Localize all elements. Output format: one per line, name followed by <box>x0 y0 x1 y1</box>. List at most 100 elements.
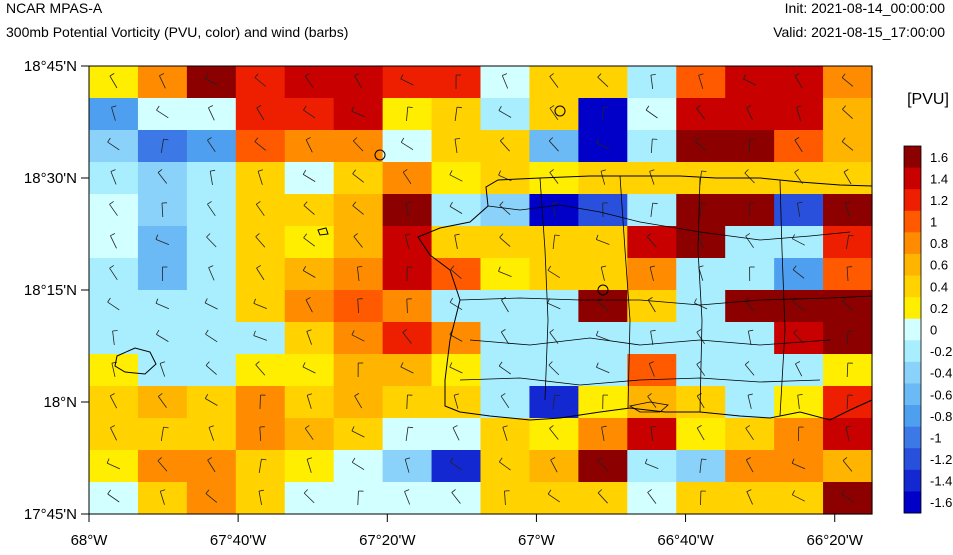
colorbar-swatch <box>904 275 921 298</box>
colorbar-swatch <box>904 426 921 449</box>
wind-barb <box>305 297 313 313</box>
wind-barb <box>253 298 267 309</box>
wind-barb <box>747 329 754 345</box>
wind-barb <box>696 425 705 441</box>
colorbar-swatch <box>904 448 921 471</box>
wind-barb <box>841 73 854 87</box>
wind-barb <box>449 170 463 182</box>
wind-barb <box>404 489 411 505</box>
wind-barb <box>351 457 365 471</box>
wind-barb <box>404 457 411 473</box>
wind-barb <box>846 330 854 346</box>
wind-barb <box>550 457 558 473</box>
wind-barb <box>449 457 463 471</box>
wind-barb <box>404 233 411 249</box>
wind-barb <box>743 74 757 86</box>
wind-barb <box>597 73 609 88</box>
wind-barb <box>845 425 851 441</box>
wind-barb <box>157 393 167 408</box>
wind-barb <box>256 265 265 281</box>
map-axes: 68°W 67°40'W 67°20'W 67°W 66°40'W 66°20'W 18°4… <box>24 58 864 549</box>
wind-barb <box>155 234 170 245</box>
wind-barb <box>303 233 316 247</box>
wind-barb <box>402 169 412 185</box>
wind-barb <box>548 137 559 152</box>
wind-barb <box>106 458 121 470</box>
wind-barb <box>841 489 854 503</box>
wind-barb <box>649 265 655 281</box>
wind-barb <box>160 138 169 153</box>
wind-barb <box>746 105 754 121</box>
lat-tick-label: 18°15'N <box>24 282 77 299</box>
wind-barb <box>793 329 804 344</box>
wind-barb <box>650 202 658 217</box>
wind-barb <box>107 137 120 151</box>
colorbar-label: 0 <box>930 323 937 338</box>
wind-barb <box>792 234 805 246</box>
wind-barb <box>351 106 365 118</box>
wind-barb <box>259 426 265 442</box>
wind-barb <box>256 105 265 121</box>
wind-barb <box>595 330 610 341</box>
wind-barb <box>597 489 608 504</box>
wind-barb <box>841 137 854 151</box>
wind-barb <box>454 233 460 249</box>
wind-barb <box>696 329 705 345</box>
wind-barb <box>155 298 170 310</box>
wind-barb <box>161 266 168 281</box>
wind-barb <box>547 265 561 279</box>
wind-barb <box>205 361 217 375</box>
wind-barb <box>696 105 706 120</box>
wind-barb <box>400 74 414 86</box>
wind-barb <box>159 73 166 89</box>
wind-barb <box>549 105 559 121</box>
wind-barb <box>846 266 853 282</box>
colorbar-swatch <box>904 340 921 363</box>
wind-barb <box>744 361 755 376</box>
wind-barb <box>647 297 656 313</box>
wind-barb <box>304 425 314 440</box>
wind-barb <box>791 458 806 470</box>
wind-barb <box>207 201 216 217</box>
wind-barb <box>842 297 853 312</box>
wind-barb <box>204 298 218 310</box>
wind-barb <box>357 298 363 314</box>
colorbar-label: -0.8 <box>930 409 952 424</box>
colorbar-label: 1.2 <box>930 193 948 208</box>
wind-barb <box>842 105 853 119</box>
colorbar-swatch <box>904 253 921 277</box>
colorbar-swatch <box>904 232 921 255</box>
wind-barb <box>501 73 509 89</box>
wind-barb <box>596 138 610 150</box>
colorbar-label: -1.2 <box>930 452 952 467</box>
colorbar-swatch <box>904 361 921 384</box>
colorbar-label: 0.2 <box>930 301 948 316</box>
wind-barb <box>797 394 803 409</box>
wind-barb <box>159 489 166 505</box>
wind-barb <box>601 106 609 122</box>
colorbar-swatch <box>904 318 921 341</box>
model-title: NCAR MPAS-A <box>6 0 103 16</box>
wind-barb <box>400 362 414 374</box>
wind-barb <box>208 105 215 121</box>
wind-barb <box>109 73 118 89</box>
wind-barb <box>302 169 316 182</box>
colorbar-swatch <box>904 146 921 169</box>
wind-barb <box>792 297 805 311</box>
coastline-puerto-rico <box>114 105 873 421</box>
lat-tick-label: 17°45'N <box>24 506 77 523</box>
wind-barb <box>547 489 560 503</box>
wind-barb <box>649 169 655 185</box>
wind-barb <box>449 297 463 311</box>
wind-barb <box>700 490 706 506</box>
wind-barb <box>646 233 657 248</box>
wind-barb <box>305 137 313 153</box>
wind-barb <box>602 394 609 410</box>
colorbar-swatch <box>904 405 921 428</box>
wind-barb <box>602 202 608 218</box>
wind-barb <box>302 362 316 374</box>
wind-barb <box>648 361 655 377</box>
lon-tick-label: 68°W <box>71 532 109 549</box>
colorbar-label: 0.4 <box>930 279 948 294</box>
wind-barb <box>796 105 802 121</box>
